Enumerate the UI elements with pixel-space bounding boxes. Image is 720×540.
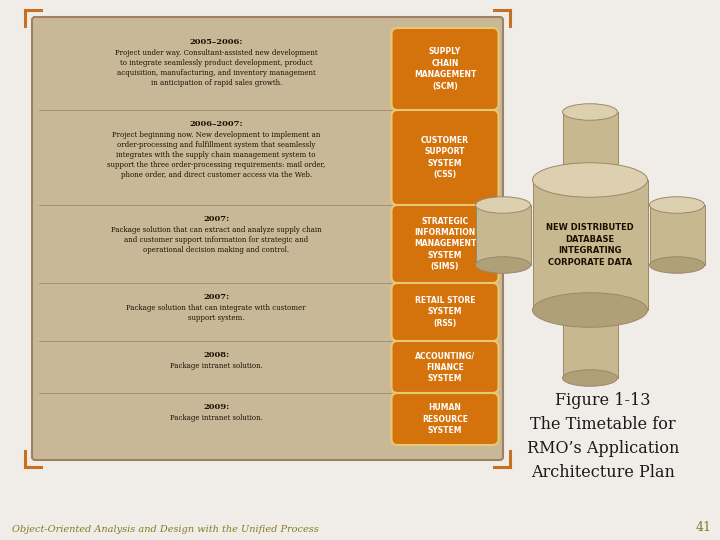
Text: ACCOUNTING/
FINANCE
SYSTEM: ACCOUNTING/ FINANCE SYSTEM <box>415 351 475 383</box>
Ellipse shape <box>475 256 531 273</box>
Ellipse shape <box>562 310 618 326</box>
Ellipse shape <box>533 163 647 197</box>
Polygon shape <box>562 318 618 378</box>
Text: Project beginning now. New development to implement an
order-processing and fulf: Project beginning now. New development t… <box>107 131 325 179</box>
FancyBboxPatch shape <box>392 110 498 205</box>
Text: Project under way. Consultant-assisted new development
to integrate seamlessly p: Project under way. Consultant-assisted n… <box>115 49 318 87</box>
FancyBboxPatch shape <box>392 341 498 393</box>
Ellipse shape <box>562 370 618 386</box>
Text: 2008:: 2008: <box>203 351 230 359</box>
FancyBboxPatch shape <box>392 393 498 445</box>
Ellipse shape <box>562 104 618 120</box>
Polygon shape <box>649 205 704 265</box>
Ellipse shape <box>533 293 647 327</box>
FancyBboxPatch shape <box>392 205 498 283</box>
Text: Package solution that can integrate with customer
support system.: Package solution that can integrate with… <box>127 304 306 322</box>
Text: 2009:: 2009: <box>203 403 230 411</box>
Text: Object-Oriented Analysis and Design with the Unified Process: Object-Oriented Analysis and Design with… <box>12 525 319 534</box>
Polygon shape <box>562 112 618 172</box>
Text: 41: 41 <box>696 521 712 534</box>
Text: Package intranet solution.: Package intranet solution. <box>170 362 263 370</box>
Text: HUMAN
RESOURCE
SYSTEM: HUMAN RESOURCE SYSTEM <box>422 403 468 435</box>
Polygon shape <box>475 205 531 265</box>
Ellipse shape <box>562 164 618 180</box>
Text: 2007:: 2007: <box>203 215 230 223</box>
Text: Figure 1-13
The Timetable for
RMO’s Application
Architecture Plan: Figure 1-13 The Timetable for RMO’s Appl… <box>527 392 679 482</box>
Text: Package intranet solution.: Package intranet solution. <box>170 414 263 422</box>
Text: RETAIL STORE
SYSTEM
(RSS): RETAIL STORE SYSTEM (RSS) <box>415 296 475 328</box>
Text: 2007:: 2007: <box>203 293 230 301</box>
FancyBboxPatch shape <box>392 28 498 110</box>
Ellipse shape <box>475 197 531 213</box>
Text: 2005–2006:: 2005–2006: <box>189 38 243 46</box>
Ellipse shape <box>649 256 704 273</box>
Text: Package solution that can extract and analyze supply chain
and customer support : Package solution that can extract and an… <box>111 226 322 254</box>
FancyBboxPatch shape <box>392 283 498 341</box>
Text: STRATEGIC
INFORMATION
MANAGEMENT
SYSTEM
(SIMS): STRATEGIC INFORMATION MANAGEMENT SYSTEM … <box>414 217 476 272</box>
Text: SUPPLY
CHAIN
MANAGEMENT
(SCM): SUPPLY CHAIN MANAGEMENT (SCM) <box>414 48 476 91</box>
Text: CUSTOMER
SUPPORT
SYSTEM
(CSS): CUSTOMER SUPPORT SYSTEM (CSS) <box>421 136 469 179</box>
Ellipse shape <box>649 197 704 213</box>
Text: NEW DISTRIBUTED
DATABASE
INTEGRATING
CORPORATE DATA: NEW DISTRIBUTED DATABASE INTEGRATING COR… <box>546 223 634 267</box>
Text: 2006–2007:: 2006–2007: <box>189 120 243 128</box>
Polygon shape <box>533 180 647 310</box>
FancyBboxPatch shape <box>32 17 503 460</box>
